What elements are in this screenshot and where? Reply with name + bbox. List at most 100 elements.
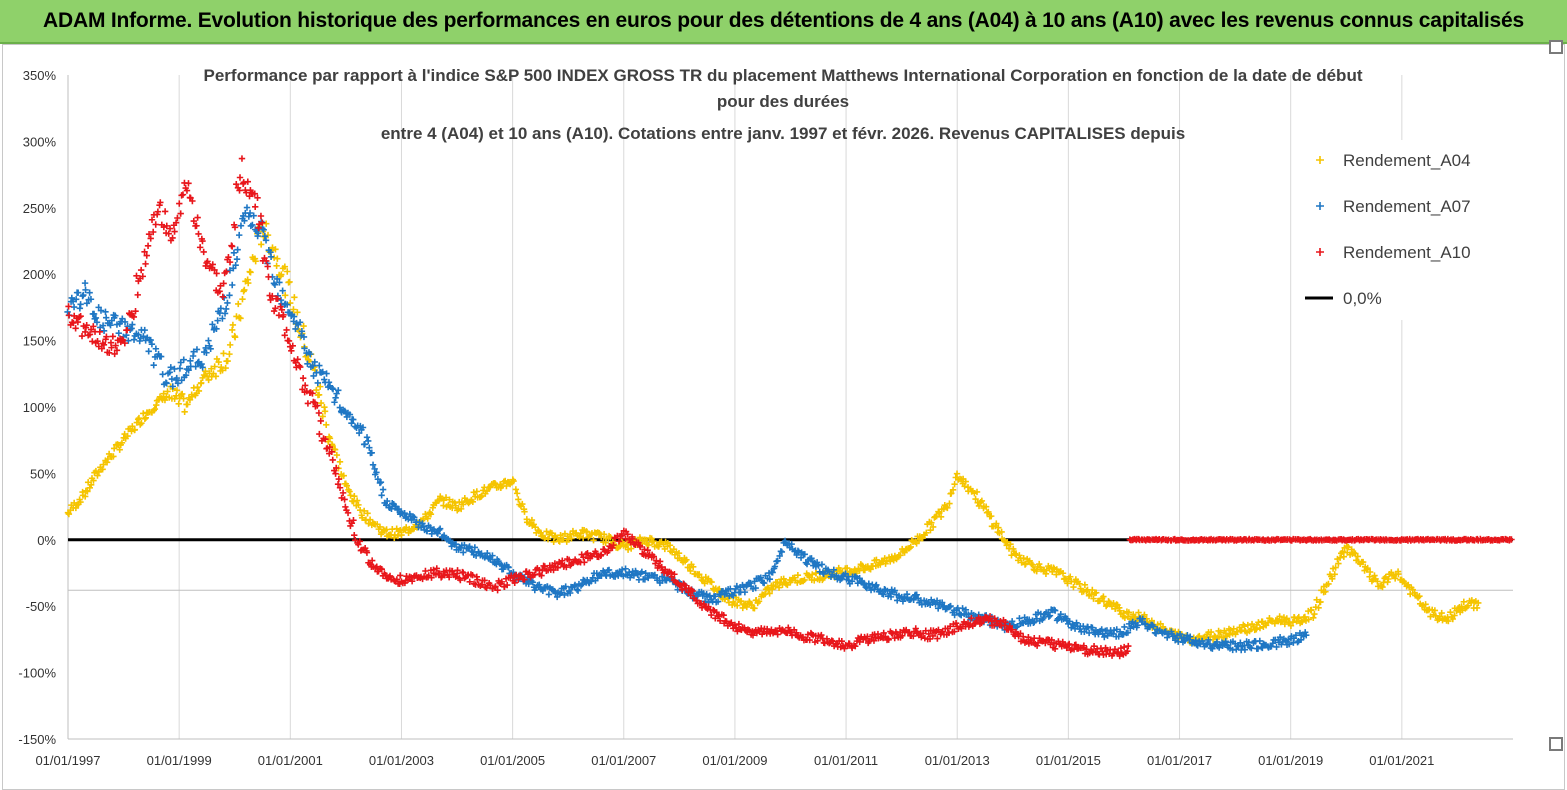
data-point: [1294, 639, 1301, 646]
data-point: [222, 305, 230, 313]
data-point: [468, 547, 475, 555]
data-point: [213, 325, 220, 332]
data-point: [581, 559, 588, 566]
data-point: [269, 292, 276, 300]
data-point: [300, 322, 307, 330]
banner-title: ADAM Informe. Evolution historique des p…: [43, 9, 1524, 32]
data-point: [299, 374, 307, 382]
data-point: [65, 303, 72, 310]
data-point: [90, 477, 97, 484]
data-point: [1036, 560, 1043, 568]
data-point: [207, 345, 214, 353]
data-point: [769, 569, 776, 576]
data-point: [205, 337, 212, 344]
data-point: [350, 498, 357, 505]
data-point: [229, 281, 236, 289]
data-point: [780, 575, 787, 582]
data-point: [130, 313, 138, 321]
data-point: [1073, 619, 1080, 626]
data-point: [1447, 609, 1454, 616]
data-point: [286, 278, 293, 286]
data-point: [112, 312, 119, 319]
data-point: [627, 539, 634, 546]
data-point: [1120, 643, 1128, 651]
data-point: [1089, 624, 1096, 631]
data-point: [1385, 575, 1392, 583]
data-point: [173, 387, 181, 394]
data-point: [548, 530, 556, 537]
chart-resize-handle[interactable]: [1549, 737, 1563, 751]
data-point: [600, 531, 608, 538]
data-point: [901, 549, 908, 556]
data-point: [1045, 613, 1053, 620]
data-point: [562, 583, 569, 590]
data-point: [1473, 604, 1481, 612]
data-point: [116, 446, 123, 453]
data-point: [336, 404, 344, 411]
data-point: [123, 326, 131, 334]
data-point: [163, 380, 170, 387]
data-point: [1317, 598, 1324, 606]
data-point: [316, 362, 323, 369]
data-point: [174, 214, 181, 222]
data-point: [505, 564, 512, 571]
chart-resize-handle[interactable]: [1549, 40, 1563, 54]
data-point: [157, 353, 165, 360]
data-point: [559, 557, 566, 564]
data-point: [433, 565, 440, 572]
data-point: [113, 347, 121, 354]
data-point: [1287, 622, 1295, 629]
data-point: [409, 513, 417, 520]
data-point: [1026, 557, 1033, 564]
data-point: [489, 552, 496, 559]
data-point: [829, 638, 837, 645]
data-point: [990, 622, 998, 629]
data-point: [733, 602, 741, 609]
data-point: [1310, 614, 1317, 622]
data-point: [1192, 637, 1199, 644]
data-point: [401, 509, 408, 517]
data-point: [110, 445, 118, 452]
y-tick-label: -50%: [26, 599, 57, 614]
data-point: [815, 562, 822, 569]
data-point: [1378, 582, 1385, 590]
data-point: [778, 548, 786, 556]
data-point: [397, 572, 404, 579]
data-point: [907, 543, 914, 551]
data-point: [577, 530, 585, 537]
data-point: [947, 602, 954, 610]
x-tick-label: 01/01/2013: [925, 753, 990, 768]
data-point: [212, 373, 220, 380]
data-point: [650, 553, 657, 560]
data-point: [923, 529, 930, 536]
data-point: [801, 576, 808, 584]
data-point: [198, 360, 205, 368]
data-point: [226, 292, 233, 299]
data-point: [1271, 620, 1279, 627]
data-point: [298, 328, 306, 335]
data-point: [267, 253, 275, 260]
data-point: [1080, 642, 1088, 649]
data-point: [782, 580, 790, 588]
data-point: [422, 567, 429, 575]
data-point: [988, 512, 995, 520]
data-point: [771, 563, 779, 570]
data-point: [226, 267, 234, 274]
data-point: [936, 510, 943, 517]
legend-marker: [1316, 156, 1324, 164]
data-point: [973, 488, 981, 496]
data-point: [65, 510, 73, 518]
data-point: [583, 528, 591, 536]
data-point: [713, 609, 720, 616]
data-point: [77, 301, 84, 308]
data-point: [578, 580, 586, 588]
data-point: [267, 296, 274, 304]
data-point: [528, 516, 536, 524]
data-point: [820, 570, 827, 578]
data-point: [1142, 621, 1149, 628]
data-point: [394, 532, 402, 540]
data-point: [246, 209, 254, 217]
data-point: [959, 605, 966, 612]
data-point: [1046, 612, 1054, 619]
data-point: [118, 439, 126, 447]
